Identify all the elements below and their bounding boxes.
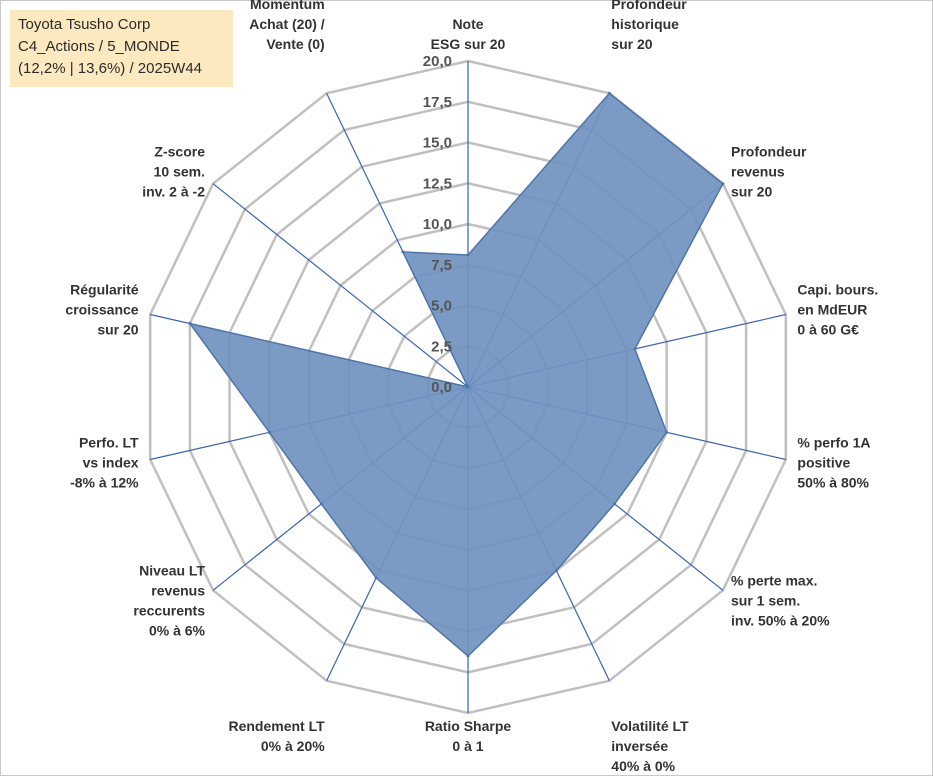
tick-label-8: 20,0 — [423, 53, 452, 70]
axis-label-12: Z-score 10 sem. inv. 2 à -2 — [142, 144, 205, 200]
axis-labels: Note ESG sur 20 Profondeur historique sur 20… — [65, 0, 878, 774]
tick-label-6: 15,0 — [423, 135, 452, 152]
data-point-9 — [319, 502, 323, 506]
data-point-1 — [607, 91, 611, 95]
company-name: Toyota Tsusho Corp — [18, 16, 151, 33]
radial-tick-labels: 0,0 2,5 5,0 7,5 10,0 12,5 15,0 17,5 20,0 — [423, 53, 452, 396]
data-point-3 — [633, 347, 637, 351]
data-point-2 — [721, 182, 725, 186]
axis-label-6: Volatilité LT inversée 40% à 0% — [611, 718, 689, 774]
data-point-12 — [466, 385, 470, 389]
tick-label-1: 2,5 — [431, 338, 452, 355]
axis-label-9: Niveau LT revenus reccurents 0% à 6% — [133, 563, 205, 639]
data-point-7 — [466, 654, 470, 658]
tick-label-2: 5,0 — [431, 298, 452, 315]
axis-label-0: Note ESG sur 20 — [431, 16, 506, 52]
tick-label-3: 7,5 — [431, 257, 452, 274]
series-area — [188, 92, 724, 658]
data-point-5 — [613, 502, 617, 506]
axis-label-2: Profondeur revenus sur 20 — [731, 144, 807, 200]
tick-label-5: 12,5 — [423, 175, 452, 192]
performance-week: (12,2% | 13,6%) / 2025W44 — [18, 60, 202, 77]
tick-label-4: 10,0 — [423, 216, 452, 233]
data-point-11 — [188, 322, 192, 325]
spoke-12 — [212, 183, 469, 388]
title-box: Toyota Tsusho Corp C4_Actions / 5_MONDE … — [10, 10, 233, 87]
data-point-10 — [267, 430, 271, 434]
data-point-8 — [374, 576, 378, 580]
axis-label-4: % perfo 1A positive 50% à 80% — [797, 435, 870, 491]
axis-label-3: Capi. bours. en MdEUR 0 à 60 G€ — [797, 282, 878, 338]
data-point-13 — [401, 250, 405, 254]
axis-label-7: Ratio Sharpe 0 à 1 — [425, 718, 512, 754]
portfolio-category: C4_Actions / 5_MONDE — [18, 38, 180, 55]
axis-label-5: % perte max. sur 1 sem. inv. 50% à 20% — [731, 573, 830, 629]
data-point-6 — [554, 569, 558, 573]
axis-label-1: Profondeur historique sur 20 — [611, 0, 687, 52]
axis-label-8: Rendement LT 0% à 20% — [228, 718, 325, 754]
tick-label-0: 0,0 — [431, 379, 452, 396]
data-point-0 — [466, 253, 470, 257]
axis-label-10: Perfo. LT vs index -8% à 12% — [70, 435, 139, 491]
data-point-4 — [665, 430, 669, 434]
radar-series — [188, 91, 725, 658]
axis-label-13: Momentum Achat (20) / Vente (0) — [249, 0, 325, 52]
axis-label-11: Régularité croissance sur 20 — [65, 282, 138, 338]
tick-label-7: 17,5 — [423, 94, 452, 111]
